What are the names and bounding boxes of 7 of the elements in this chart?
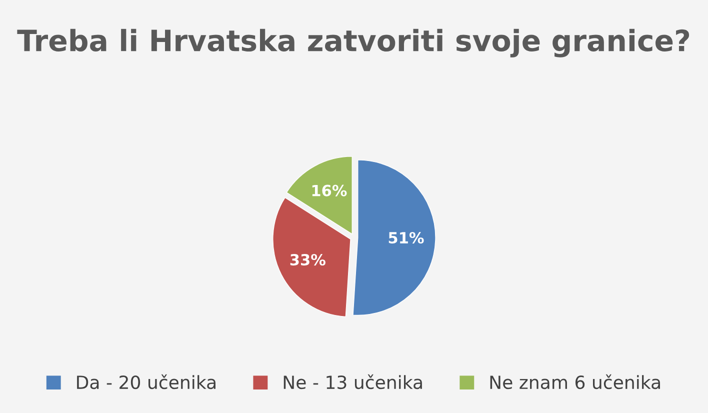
data-label: 16% bbox=[312, 184, 347, 196]
chart-title: Treba li Hrvatska zatvoriti svoje granice? bbox=[17, 28, 690, 58]
legend-label: Ne znam 6 učenika bbox=[490, 374, 660, 390]
data-label: 33% bbox=[290, 254, 326, 266]
legend-label: Da - 20 učenika bbox=[77, 374, 216, 390]
legend-label: Ne - 13 učenika bbox=[284, 374, 422, 390]
data-label: 51% bbox=[388, 232, 424, 244]
